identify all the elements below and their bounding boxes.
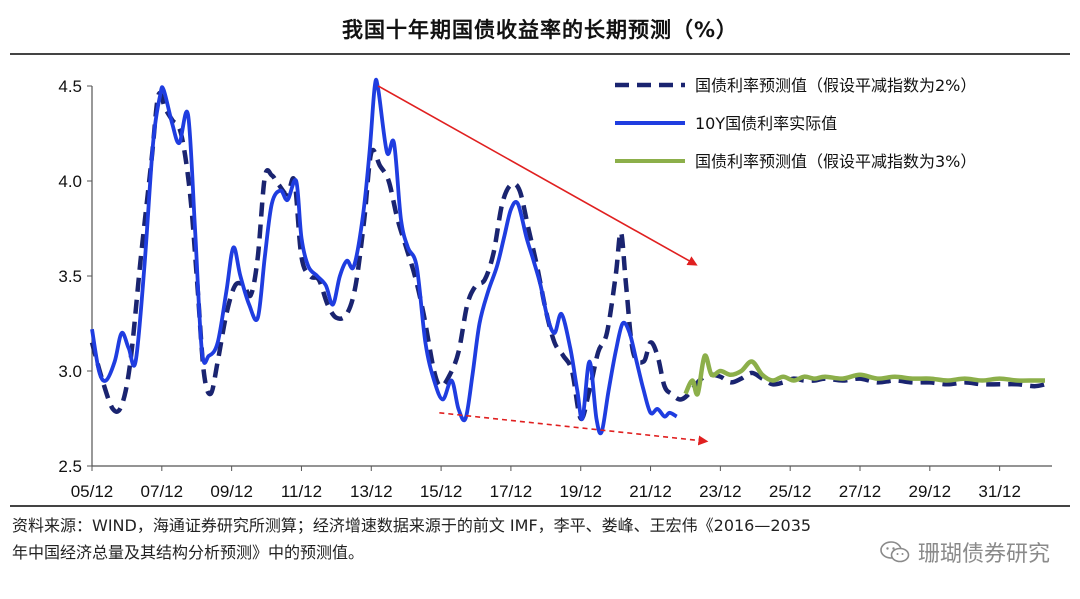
- x-tick-label: 29/12: [909, 482, 952, 501]
- source-note: 资料来源：WIND，海通证券研究所测算；经济增速数据来源于的前文 IMF，李平、…: [12, 512, 1072, 566]
- source-line-2: 年中国经济总量及其结构分析预测》中的预测值。: [12, 543, 365, 562]
- title-rule: [10, 53, 1070, 55]
- series-line-1: [89, 90, 1046, 421]
- x-tick-label: 11/12: [281, 482, 322, 501]
- x-tick-label: 13/12: [350, 482, 393, 501]
- legend: 国债利率预测值（假设平减指数为2%） 10Y国债利率实际值国债利率预测值（假设平减…: [615, 76, 976, 171]
- chart-title: 我国十年期国债收益率的长期预测（%）: [341, 18, 739, 42]
- legend-label-1: 国债利率预测值（假设平减指数为2%）: [695, 76, 976, 95]
- source-rule: [10, 505, 1070, 507]
- series-line-2: [90, 77, 678, 436]
- x-tick-label: 17/12: [490, 482, 533, 501]
- tick-labels: 2.5 3.0 3.5 4.0 4.5 05/12 07/12 09/12 11/12 13/12…: [58, 77, 1021, 501]
- x-tick-label: 25/12: [769, 482, 812, 501]
- wechat-icon: [880, 541, 910, 563]
- y-tick-label: 4.5: [58, 77, 82, 96]
- yield-forecast-chart: 2.5 3.0 3.5 4.0 4.5 05/12 07/12 09/12 11/12 13/12…: [58, 76, 1052, 501]
- x-tick-label: 31/12: [978, 482, 1021, 501]
- watermark: 珊瑚债券研究: [880, 536, 1050, 568]
- x-tick-label: 21/12: [629, 482, 672, 501]
- x-tick-label: 27/12: [839, 482, 882, 501]
- x-tick-label: 15/12: [420, 482, 463, 501]
- series-layer: [89, 77, 1046, 436]
- axes: [91, 86, 1052, 467]
- y-tick-label: 3.5: [58, 267, 82, 286]
- x-tick-label: 05/12: [71, 482, 114, 501]
- x-tick-label: 07/12: [141, 482, 184, 501]
- watermark-text: 珊瑚债券研究: [917, 542, 1050, 567]
- series-line-3: [683, 353, 1045, 397]
- source-line-1: 资料来源：WIND，海通证券研究所测算；经济增速数据来源于的前文 IMF，李平、…: [12, 516, 812, 535]
- y-tick-label: 4.0: [58, 172, 82, 191]
- x-tick-label: 09/12: [210, 482, 253, 501]
- legend-label-2: 10Y国债利率实际值: [695, 114, 837, 133]
- annotation-layer: [377, 85, 709, 446]
- y-tick-label: 2.5: [58, 457, 82, 476]
- x-tick-label: 19/12: [559, 482, 602, 501]
- y-tick-label: 3.0: [58, 362, 82, 381]
- x-tick-label: 23/12: [699, 482, 742, 501]
- trend-arrow-upper: [377, 85, 698, 266]
- legend-label-3: 国债利率预测值（假设平减指数为3%）: [695, 152, 976, 171]
